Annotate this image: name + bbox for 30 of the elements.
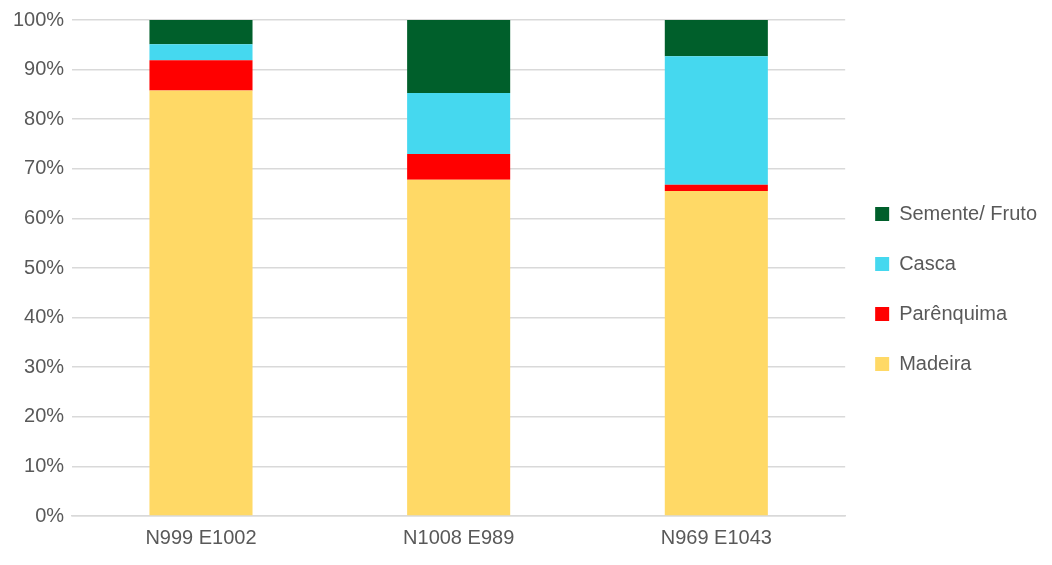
bar — [407, 92, 511, 154]
bar — [664, 20, 768, 57]
bar — [664, 191, 768, 516]
y-tick-label: 0% — [35, 503, 65, 526]
bar — [407, 20, 511, 93]
bar — [149, 44, 253, 61]
x-tick-label: N999 E1002 — [145, 525, 257, 548]
y-tick-label: 70% — [24, 156, 65, 179]
bar — [407, 153, 511, 180]
y-tick-label: 20% — [24, 404, 65, 427]
bar — [664, 56, 768, 185]
legend-label: Semente/ Fruto — [899, 201, 1037, 224]
x-tick-label: N1008 E989 — [403, 525, 515, 548]
y-tick-label: 90% — [24, 57, 65, 80]
bar — [664, 184, 768, 192]
y-tick-label: 60% — [24, 205, 65, 228]
bar — [149, 20, 253, 45]
legend-label: Casca — [899, 251, 957, 274]
x-tick-label: N969 E1043 — [660, 525, 772, 548]
y-tick-label: 10% — [24, 453, 65, 476]
legend-label: Parênquima — [899, 301, 1008, 324]
bar — [149, 90, 253, 516]
y-tick-label: 100% — [13, 7, 65, 30]
bar — [149, 60, 253, 91]
legend-label: Madeira — [899, 351, 973, 374]
y-tick-label: 50% — [24, 255, 65, 278]
y-tick-label: 30% — [24, 354, 65, 377]
y-tick-label: 40% — [24, 305, 65, 328]
y-tick-label: 80% — [24, 106, 65, 129]
bar — [407, 179, 511, 516]
